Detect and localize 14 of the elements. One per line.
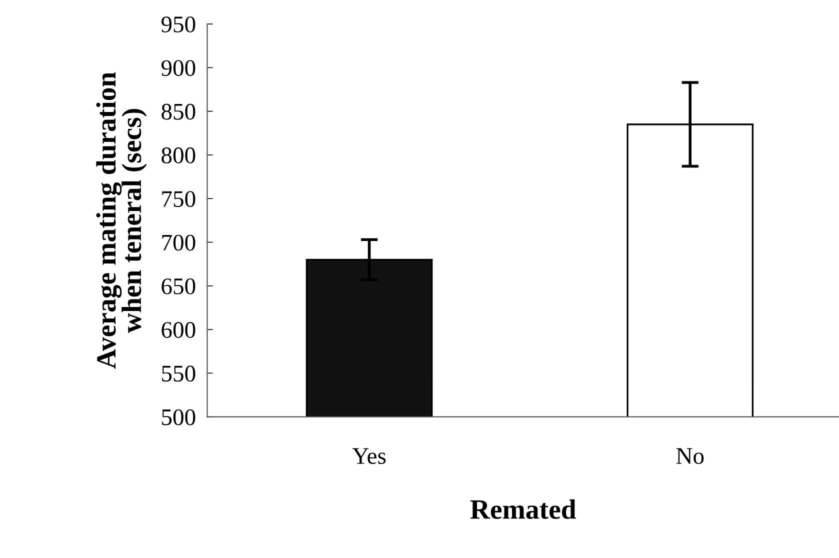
y-tick-label: 600 bbox=[162, 322, 196, 338]
y-tick-label: 700 bbox=[162, 234, 196, 251]
y-tick-label: 750 bbox=[162, 191, 196, 208]
x-tick-label: No bbox=[676, 448, 704, 464]
y-tick-label: 900 bbox=[161, 60, 196, 76]
y-tick-label: 950 bbox=[161, 16, 196, 32]
y-axis-title: Average mating duration when teneral (secs) bbox=[96, 72, 147, 369]
y-tick-label: 500 bbox=[162, 409, 196, 426]
y-tick-label: 850 bbox=[162, 104, 196, 120]
y-tick-label: 550 bbox=[162, 366, 196, 382]
x-axis-title: Remated bbox=[470, 499, 576, 519]
x-tick-label: Yes bbox=[352, 448, 386, 464]
y-tick-label: 800 bbox=[162, 147, 196, 164]
y-tick-label: 650 bbox=[162, 278, 196, 294]
